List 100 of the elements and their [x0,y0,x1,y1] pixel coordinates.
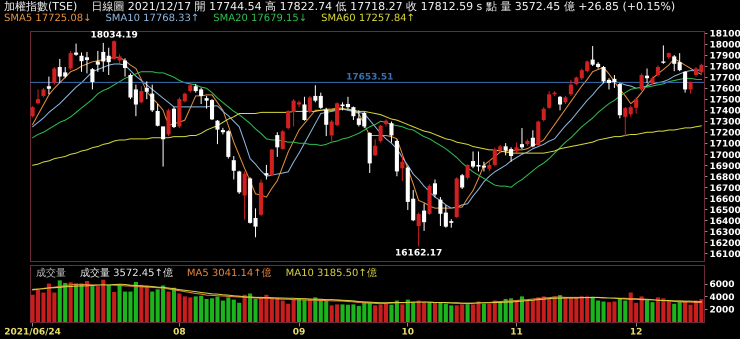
candlestick [96,50,100,72]
x-tick-label: 09 [292,328,306,338]
candlestick [378,124,383,143]
bar [514,300,519,322]
x-tick-label: 11 [510,328,523,338]
candlestick [122,58,128,78]
candlestick [302,96,307,122]
bar [90,286,94,322]
candlestick [280,130,285,150]
candlestick [30,106,35,118]
y-tick-label: 16200 [710,238,740,249]
y-tick-label: 18100 [710,30,740,40]
x-tick-label: 08 [173,328,186,338]
candlestick [661,44,666,64]
y-tick-label: 17500 [710,96,740,106]
candlestick [156,103,160,127]
series-label: MA5 3041.14↑億 [186,268,272,280]
candlestick [422,203,426,232]
y-tick-label: 17800 [710,62,740,73]
bar [106,284,111,322]
candlestick [242,170,247,220]
candlestick [161,126,166,168]
candlestick [275,132,280,158]
candlestick [400,154,404,182]
series-label: MA10 3185.50↑億 [286,268,377,280]
y-tick-label: 2000 [710,306,735,316]
candlestick [351,106,356,121]
candlestick [688,80,693,94]
text: SMA5 17725.08↓ [4,13,92,25]
line-series [32,71,702,188]
y-tick-label: 16100 [710,250,740,260]
annotation: 16162.17 [395,248,442,258]
y-tick-label: 17200 [710,128,740,139]
candlestick [536,120,540,146]
candlestick [683,70,688,94]
bar [466,304,470,322]
ref-line-label: 17653.51 [346,72,394,82]
bar [112,292,116,322]
candlestick [520,128,524,150]
chart-title: 加權指數(TSE) [4,0,78,13]
candlestick [237,170,242,194]
candlestick [215,120,220,145]
bar [172,288,176,322]
y-tick-label: 16900 [710,162,740,172]
candlestick [640,72,644,92]
bar [558,295,562,322]
candlestick [547,90,552,110]
y-tick-label: 17600 [710,84,740,95]
y-tick-label: 16500 [710,206,740,216]
bar [432,302,438,322]
chart-title: 成交量 [36,268,66,280]
candlestick [36,88,40,106]
x-tick-label: 2021/06/24 [4,328,61,338]
candlestick [52,66,56,86]
y-tick-label: 17700 [710,74,740,84]
candlestick [144,80,149,100]
bar [427,302,432,322]
bar [400,304,404,322]
bar [242,294,247,322]
text: SMA20 17679.15↓ [213,13,308,25]
candlestick [308,95,312,114]
candlestick [568,79,573,96]
candlestick [68,50,73,71]
y-tick-label: 18000 [710,40,740,51]
candlestick [46,76,51,95]
candlestick [90,67,94,90]
candlestick [324,107,328,137]
y-tick-label: 17400 [710,106,740,117]
candlestick [373,138,378,157]
candlestick [41,87,46,98]
text: SMA10 17768.33↑ [105,13,200,25]
y-tick-label: 16800 [710,172,740,183]
candlestick [74,43,78,56]
bar [68,282,73,322]
x-tick-label: 10 [402,328,414,338]
series-label: 成交量 3572.45↑億 [80,268,173,280]
candlestick [232,156,236,180]
y-tick-label: 16600 [710,194,740,205]
candlestick [466,164,470,180]
y-tick-label: 17000 [710,150,740,161]
candlestick [656,64,660,78]
candlestick [150,84,154,112]
bar [166,292,171,322]
y-tick-label: 16300 [710,228,740,238]
candlestick [487,160,492,172]
annotation: 18034.19 [90,30,138,40]
bar [84,281,89,322]
candlestick [264,164,268,180]
y-tick-label: 17100 [710,140,740,150]
candlestick [432,178,438,198]
candlestick [460,173,464,190]
bar [482,304,486,322]
candlestick [139,86,144,104]
candlestick [514,142,519,154]
y-tick-label: 17900 [710,52,740,62]
y-tick-label: 4000 [710,292,735,303]
bar [520,296,524,322]
candlestick [558,95,562,111]
x-tick-label: 12 [630,328,642,338]
candlestick [645,68,650,84]
